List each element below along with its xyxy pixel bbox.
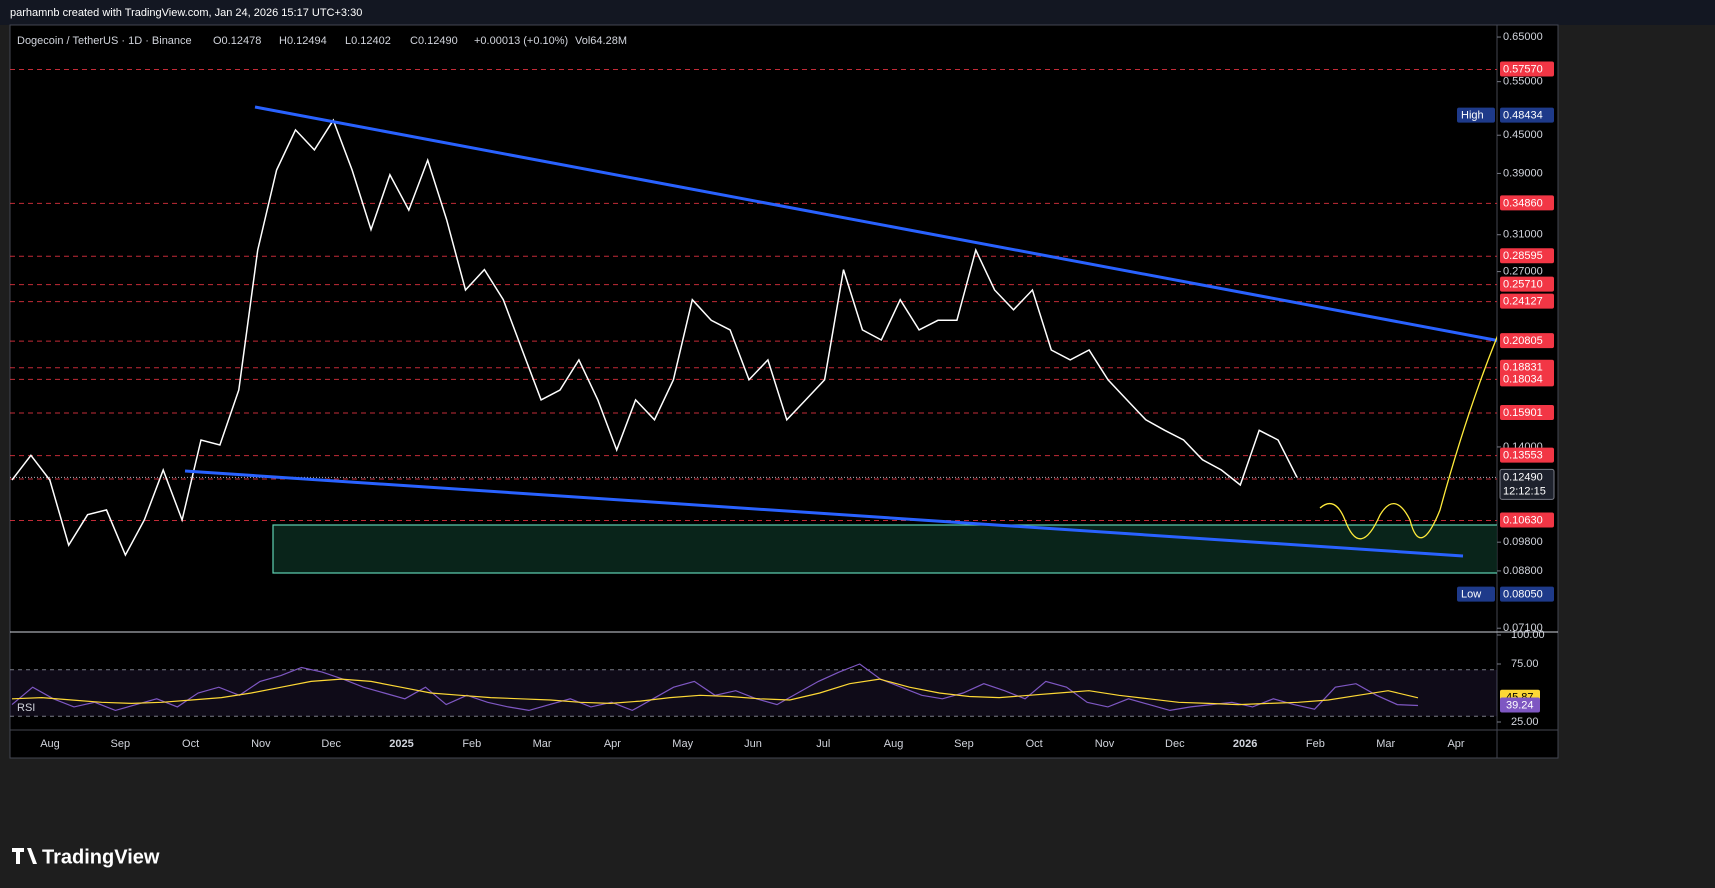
- rsi-title: RSI: [17, 702, 35, 714]
- upper-trendline: [254, 105, 1497, 342]
- level-label: 0.34860: [1503, 197, 1543, 209]
- last_rsi-tag: [1500, 697, 1540, 713]
- time-label: Apr: [604, 738, 621, 750]
- level-tag: [1500, 293, 1554, 309]
- price-tick-label: 0.31000: [1503, 229, 1543, 241]
- open: O0.12478: [213, 35, 261, 47]
- time-label: Dec: [1165, 738, 1185, 750]
- high: H0.12494: [279, 35, 327, 47]
- time-label: 2025: [389, 738, 413, 750]
- rsi-tick-label: 100.00: [1511, 629, 1545, 641]
- time-label: Nov: [1095, 738, 1115, 750]
- time-label: Jul: [816, 738, 830, 750]
- demand-zone: [272, 524, 1497, 574]
- credit: parhamnb created with TradingView.com, J…: [10, 7, 362, 19]
- level-label: 0.18831: [1503, 362, 1543, 374]
- level-label: 0.20805: [1503, 335, 1543, 347]
- level-tag: [1500, 447, 1554, 463]
- time-label: Oct: [182, 738, 199, 750]
- time-label: Nov: [251, 738, 271, 750]
- price-tick-label: 0.27000: [1503, 266, 1543, 278]
- lower-trendline: [184, 469, 1464, 558]
- level-tag: [1500, 404, 1554, 420]
- time-label: 2026: [1233, 738, 1257, 750]
- level-tag: [1500, 371, 1554, 387]
- level-tag: [1500, 61, 1554, 77]
- high-tag: [1500, 107, 1554, 123]
- time-label: Mar: [1376, 738, 1395, 750]
- time-label: Aug: [884, 738, 904, 750]
- time-label: Sep: [111, 738, 131, 750]
- high-name: High: [1461, 109, 1484, 121]
- time-label: Oct: [1026, 738, 1043, 750]
- price-tick-label: 0.07100: [1503, 622, 1543, 634]
- time-label: Feb: [462, 738, 481, 750]
- change: +0.00013 (+0.10%): [474, 35, 568, 47]
- current-price-tag: [1499, 468, 1555, 500]
- level-tag: [1500, 195, 1554, 211]
- brand-logo: [12, 848, 37, 864]
- price-tick-label: 0.08800: [1503, 565, 1543, 577]
- last_rsi-label: 39.24: [1506, 699, 1534, 711]
- level-label: 0.18034: [1503, 373, 1543, 385]
- price-tick-label: 0.65000: [1503, 31, 1543, 43]
- level-tag: [1500, 512, 1554, 528]
- time-label: Apr: [1447, 738, 1464, 750]
- projection-path: [1319, 335, 1497, 540]
- rsi-band: [10, 669, 1497, 717]
- rsi-tick-label: 75.00: [1511, 658, 1539, 670]
- close: C0.12490: [410, 35, 458, 47]
- time-label: Aug: [40, 738, 60, 750]
- price-pane: [10, 68, 1497, 574]
- symbol: Dogecoin / TetherUS · 1D · Binance: [17, 35, 192, 47]
- time-label: May: [672, 738, 693, 750]
- legend: Dogecoin / TetherUS · 1D · Binance O0.12…: [17, 35, 627, 47]
- high-name-tag: [1457, 107, 1495, 123]
- volume: Vol64.28M: [575, 35, 627, 47]
- low-name-tag: [1457, 586, 1495, 602]
- low-name: Low: [1461, 589, 1481, 601]
- level-label: 0.25710: [1503, 279, 1543, 291]
- level-label: 0.15901: [1503, 407, 1543, 419]
- level-label: 0.57570: [1503, 63, 1543, 75]
- rsi-ma-line: [11, 678, 1419, 706]
- time-label: Mar: [533, 738, 552, 750]
- level-label: 0.13553: [1503, 450, 1543, 462]
- chart-frame: [9, 24, 1559, 759]
- price-tick-label: 0.09800: [1503, 536, 1543, 548]
- price-tick-label: 0.45000: [1503, 129, 1543, 141]
- price-tick-label: 0.55000: [1503, 76, 1543, 88]
- top-bar: [0, 0, 1715, 25]
- price-line: [11, 118, 1298, 557]
- high-label: 0.48434: [1503, 109, 1543, 121]
- time-label: Dec: [321, 738, 341, 750]
- level-tag: [1500, 276, 1554, 292]
- level-label: 0.10630: [1503, 514, 1543, 526]
- drawings: [184, 105, 1497, 558]
- level-tag: [1500, 248, 1554, 264]
- low-tag: [1500, 586, 1554, 602]
- rsi-tick-label: 25.00: [1511, 716, 1539, 728]
- low-label: 0.08050: [1503, 589, 1543, 601]
- time-label: Sep: [954, 738, 974, 750]
- countdown: 12:12:15: [1503, 485, 1546, 497]
- level-label: 0.28595: [1503, 250, 1543, 262]
- level-tag: [1500, 359, 1554, 375]
- brand: TradingView: [42, 846, 160, 868]
- level-label: 0.24127: [1503, 296, 1543, 308]
- rsi-pane: [10, 663, 1497, 717]
- time-label: Feb: [1306, 738, 1325, 750]
- low: L0.12402: [345, 35, 391, 47]
- price-tick-label: 0.39000: [1503, 167, 1543, 179]
- time-label: Jun: [744, 738, 762, 750]
- level-tag: [1500, 333, 1554, 349]
- current-price-label: 0.12490: [1503, 471, 1543, 483]
